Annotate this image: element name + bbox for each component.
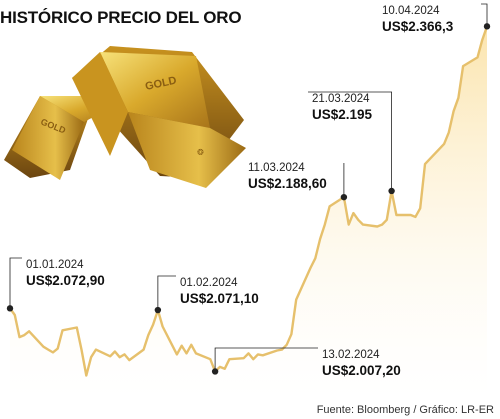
annotation-date: 01.01.2024 [26,259,84,271]
annotation: 11.03.2024 US$2.188,60 [248,162,348,201]
annotation-leader [481,3,488,27]
gold-bar-front: GOLD ❂ [72,46,246,188]
annotation-marker [154,306,162,314]
annotation-value: US$2.071,10 [180,291,259,306]
annotation: 01.02.2024 US$2.071,10 [154,275,259,314]
annotations: 01.01.2024 US$2.072,90 01.02.2024 US$2.071,… [6,3,491,378]
annotation-value: US$2.188,60 [248,176,327,191]
annotation: 13.02.2024 US$2.007,20 [211,347,401,378]
annotation-marker [340,193,348,201]
annotation: 10.04.2024 US$2.366,3 [382,3,491,34]
annotation-value: US$2.072,90 [26,273,105,288]
annotation-marker [388,187,395,195]
annotation-marker [211,368,219,375]
annotation-leader [9,257,22,309]
source-note: Fuente: Bloomberg / Gráfico: LR-ER [316,404,494,416]
annotation-leader [157,275,176,311]
annotation-value: US$2.007,20 [322,363,401,378]
price-line [9,26,489,377]
annotation-value: US$2.366,3 [382,19,454,34]
annotation-marker [483,23,491,30]
annotation-date: 13.02.2024 [322,349,380,361]
chart-title: HISTÓRICO PRECIO DEL ORO [0,8,242,27]
gold-bars-icon: GOLD GOLD ❂ [4,46,246,188]
annotation-value: US$2.195 [312,107,373,122]
annotation-leader [308,91,393,191]
annotation-date: 10.04.2024 [382,5,440,17]
annotation: 21.03.2024 US$2.195 [308,91,395,195]
price-area [10,26,487,399]
annotation: 01.01.2024 US$2.072,90 [6,257,105,312]
annotation-date: 01.02.2024 [180,277,238,289]
annotation-date: 21.03.2024 [312,93,370,105]
gold-bar-front-side-text: ❂ [195,147,206,158]
annotation-leader [214,347,318,372]
annotation-date: 11.03.2024 [248,162,305,174]
gold-bar-back: GOLD [4,96,118,180]
annotation-marker [6,305,14,312]
